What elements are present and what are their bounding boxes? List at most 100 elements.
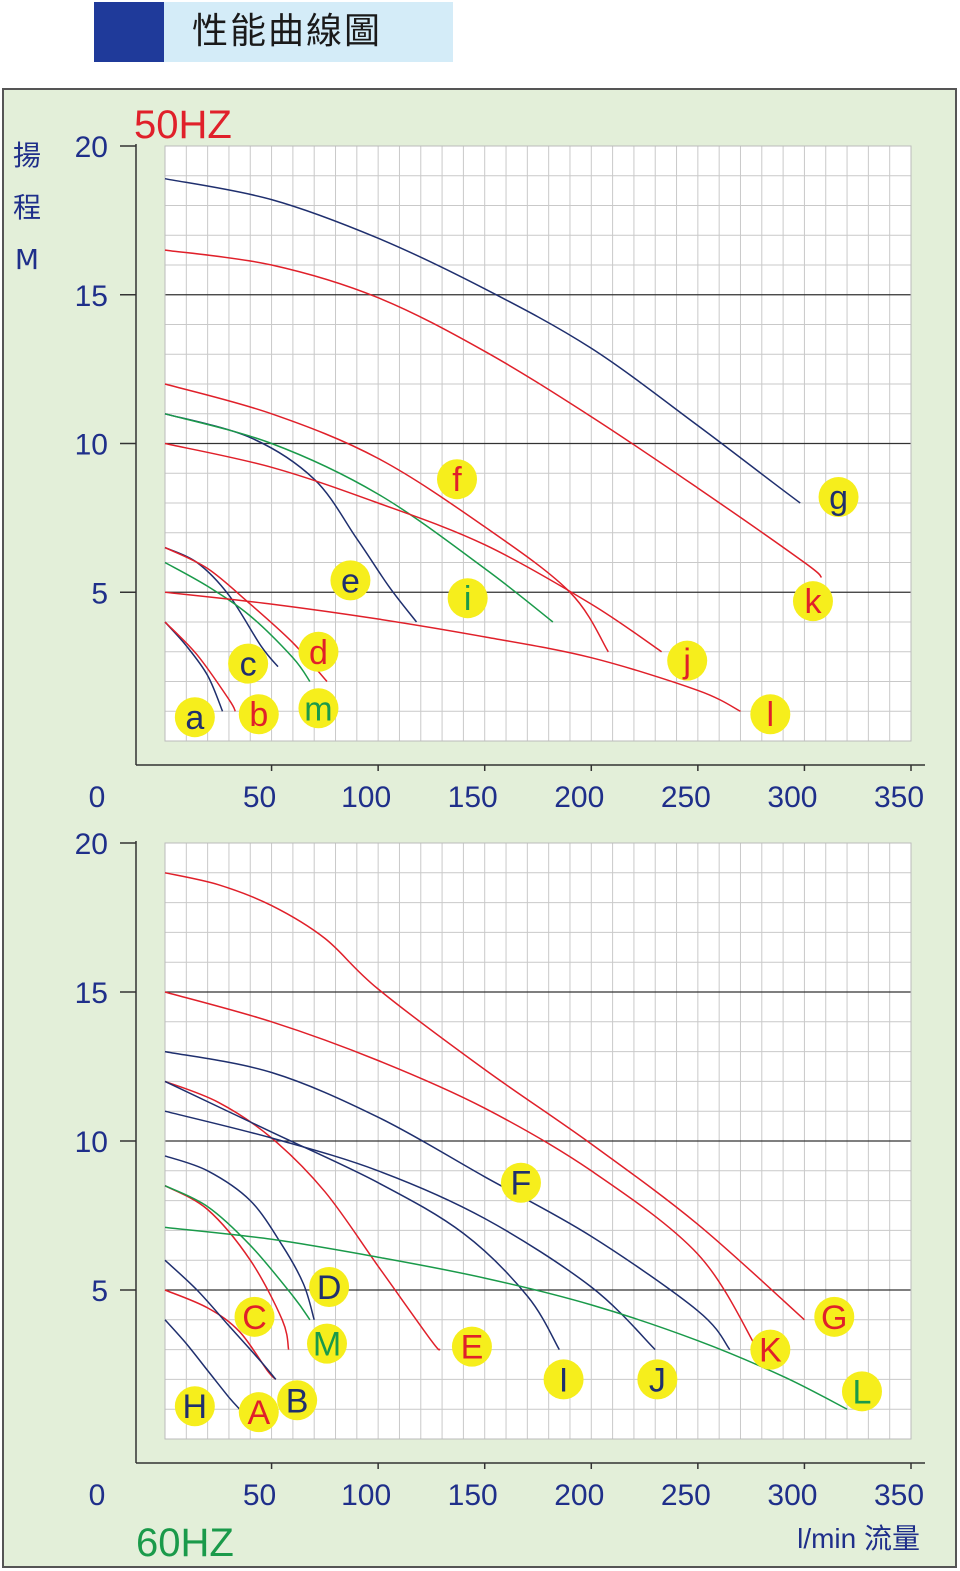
curve-H: [164, 1319, 241, 1410]
x-tick-label: 200: [554, 781, 604, 814]
curve-label-e: e: [341, 562, 360, 600]
curve-label-badge: [174, 1386, 215, 1427]
curve-A: [164, 1289, 277, 1380]
curve-F: [164, 1050, 731, 1351]
curve-label-k: k: [804, 583, 822, 621]
curve-label-badge: [238, 1392, 279, 1433]
curve-label-M: M: [313, 1326, 341, 1364]
curve-m: [164, 561, 311, 682]
curve-label-badge: [841, 1371, 882, 1412]
curve-label-badge: [234, 1296, 275, 1337]
curve-D: [164, 1155, 315, 1321]
y-tick-label: 10: [75, 1126, 108, 1159]
chart-title-60hz: 60HZ: [136, 1521, 234, 1565]
curve-M: [164, 1185, 311, 1321]
curve-label-H: H: [183, 1388, 208, 1426]
y-tick-label: 10: [75, 429, 108, 462]
x-tick-label: 200: [554, 1479, 604, 1512]
curve-label-badge: [174, 697, 215, 738]
curve-label-g: g: [829, 479, 848, 517]
x-tick-label: 350: [874, 1479, 924, 1512]
curve-label-badge: [228, 643, 269, 684]
curve-label-badge: [814, 1296, 855, 1337]
curve-label-badge: [330, 560, 371, 601]
x-tick-label: 100: [341, 781, 391, 814]
grid-border: [164, 842, 912, 1440]
curve-label-L: L: [853, 1373, 872, 1411]
curve-g: [164, 177, 801, 504]
curve-label-badge: [543, 1359, 584, 1400]
x-tick-label: 300: [767, 781, 817, 814]
y-axis-label-char: 揚: [13, 139, 41, 172]
curve-label-m: m: [304, 690, 332, 728]
curve-label-badge: [277, 1380, 318, 1421]
curve-label-f: f: [452, 461, 462, 499]
y-axis-label: 揚程 M: [13, 139, 41, 276]
curve-I: [164, 1080, 560, 1350]
x-tick-label: 250: [661, 781, 711, 814]
curve-label-badge: [667, 640, 708, 681]
page-title-bar: 性能曲線圖: [94, 2, 453, 62]
curve-i: [164, 413, 554, 623]
curve-B: [164, 1259, 277, 1380]
x-tick-label: 150: [448, 1479, 498, 1512]
curve-label-F: F: [511, 1165, 532, 1203]
curve-G: [164, 872, 805, 1321]
y-tick-label: 5: [91, 1275, 108, 1308]
y-tick-label: 15: [75, 977, 108, 1010]
curve-label-a: a: [185, 699, 204, 737]
curve-label-badge: [447, 578, 488, 619]
chart-50hz: 5 10 15 20 50 100 150 200 250 300 350 0 a bc dm e i f j l k g…: [13, 103, 925, 814]
curve-b: [164, 621, 236, 712]
x-tick-label: 250: [661, 1479, 711, 1512]
title-accent-block: [94, 2, 164, 62]
y-axis-label-char: M: [15, 243, 39, 276]
curve-label-I: I: [559, 1361, 568, 1399]
curve-label-badge: [750, 694, 791, 735]
curve-label-A: A: [247, 1394, 270, 1432]
x-tick-label: 100: [341, 1479, 391, 1512]
curve-K: [164, 991, 759, 1350]
curve-label-badge: [792, 581, 833, 622]
curve-k: [164, 249, 823, 578]
origin-label: 0: [89, 1479, 106, 1512]
curve-C: [164, 1185, 290, 1350]
curve-j: [164, 442, 663, 653]
curve-label-j: j: [682, 643, 691, 681]
curve-label-b: b: [249, 696, 268, 734]
x-tick-label: 350: [874, 781, 924, 814]
curve-label-badge: [637, 1359, 678, 1400]
curve-label-c: c: [240, 646, 257, 684]
curve-J: [164, 1110, 656, 1351]
page-title: 性能曲線圖: [192, 11, 383, 52]
curve-E: [164, 1080, 441, 1351]
y-tick-label: 5: [91, 577, 108, 610]
curve-label-i: i: [464, 580, 472, 618]
curve-label-D: D: [317, 1269, 342, 1307]
curve-label-badge: [500, 1162, 541, 1203]
origin-label: 0: [89, 781, 106, 814]
curve-label-badge: [238, 694, 279, 735]
curve-label-badge: [750, 1329, 791, 1370]
x-tick-label: 50: [243, 781, 276, 814]
curve-label-d: d: [309, 634, 328, 672]
y-tick-label: 20: [75, 131, 108, 164]
curve-label-l: l: [767, 696, 775, 734]
x-tick-label: 50: [243, 1479, 276, 1512]
curve-label-badge: [309, 1267, 350, 1308]
x-axis-label: l/min 流量: [797, 1523, 920, 1554]
curve-label-E: E: [461, 1329, 484, 1367]
curve-l: [164, 591, 741, 712]
curve-f: [164, 383, 609, 653]
curve-label-badge: [818, 477, 859, 518]
x-tick-label: 300: [767, 1479, 817, 1512]
chart-title-50hz: 50HZ: [134, 103, 232, 147]
curve-label-C: C: [242, 1299, 267, 1337]
curve-label-J: J: [649, 1361, 666, 1399]
curve-label-badge: [298, 631, 339, 672]
curve-label-badge: [437, 459, 478, 500]
curve-label-badge: [306, 1323, 347, 1364]
y-axis-label-char: 程: [13, 191, 41, 224]
chart-60hz: 5 10 15 20 50 100 150 200 250 300 350 0 H A B C MD E I J L F K…: [75, 828, 925, 1565]
